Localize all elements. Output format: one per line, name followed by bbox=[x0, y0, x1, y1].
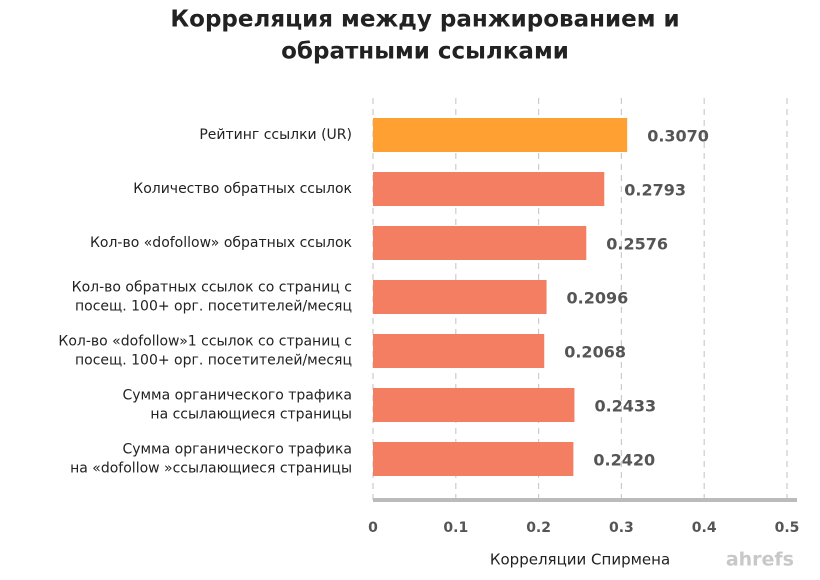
bar bbox=[373, 388, 575, 422]
bar bbox=[373, 226, 587, 260]
chart-title: обратными ссылками bbox=[281, 39, 569, 65]
value-label: 0.2793 bbox=[624, 181, 686, 200]
value-label: 0.2433 bbox=[594, 397, 656, 416]
x-axis-label: Корреляции Спирмена bbox=[490, 551, 670, 569]
y-tick-label: Кол-во обратных ссылок со страниц с bbox=[72, 280, 352, 296]
y-tick-label: Рейтинг ссылки (UR) bbox=[199, 127, 352, 143]
bar bbox=[373, 442, 574, 476]
value-label: 0.2096 bbox=[567, 289, 629, 308]
x-tick-label: 0.5 bbox=[775, 520, 800, 536]
watermark: ahrefs bbox=[726, 549, 794, 571]
x-tick-label: 0.4 bbox=[692, 520, 717, 536]
value-label: 0.2420 bbox=[593, 451, 655, 470]
value-label: 0.2576 bbox=[606, 235, 668, 254]
bar bbox=[373, 280, 547, 314]
y-tick-label: Сумма органического трафика bbox=[122, 388, 352, 404]
value-label: 0.2068 bbox=[564, 343, 626, 362]
value-label: 0.3070 bbox=[647, 127, 709, 146]
x-tick-label: 0.1 bbox=[443, 520, 468, 536]
y-tick-label: Количество обратных ссылок bbox=[133, 181, 352, 197]
bar bbox=[373, 334, 545, 368]
chart-title: Корреляция между ранжированием и bbox=[170, 7, 679, 33]
x-tick-label: 0 bbox=[368, 520, 378, 536]
y-tick-label: Кол-во «dofollow» обратных ссылок bbox=[90, 235, 352, 251]
x-tick-label: 0.2 bbox=[526, 520, 551, 536]
y-tick-label: Кол-во «dofollow»1 ссылок со страниц с bbox=[58, 334, 352, 350]
bar bbox=[373, 172, 605, 206]
x-tick-label: 0.3 bbox=[609, 520, 634, 536]
y-tick-label: посещ. 100+ орг. посетителей/месяц bbox=[75, 353, 352, 369]
y-tick-label: Сумма органического трафика bbox=[122, 442, 352, 458]
bar bbox=[373, 118, 628, 152]
y-tick-label: на «dofollow »ссылающиеся страницы bbox=[70, 461, 352, 477]
y-tick-label: посещ. 100+ орг. посетителей/месяц bbox=[75, 299, 352, 315]
y-tick-label: на ссылающиеся страницы bbox=[150, 407, 352, 423]
